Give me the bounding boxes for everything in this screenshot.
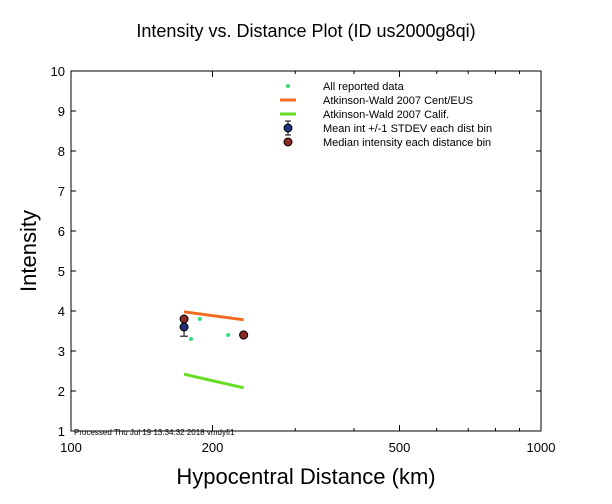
mean-intensity-marker	[179, 322, 189, 332]
y-tick-label: 7	[58, 184, 65, 199]
y-tick-label: 3	[58, 344, 65, 359]
median-intensity-marker	[239, 330, 249, 340]
legend-label: Atkinson-Wald 2007 Cent/EUS	[323, 95, 473, 107]
x-tick-label: 100	[60, 440, 82, 455]
legend-label: Median intensity each distance bin	[323, 137, 491, 149]
chart-title: Intensity vs. Distance Plot (ID us2000g8…	[136, 21, 475, 41]
legend-symbol-reported-data	[286, 84, 290, 88]
processed-footer: Processed Thu Jul 19 13:34:32 2018 vmdyf…	[74, 428, 235, 437]
legend-label: Mean int +/-1 STDEV each dist bin	[323, 123, 492, 135]
reported-data-point	[226, 333, 231, 337]
y-tick-label: 9	[58, 104, 65, 119]
x-axis-label: Hypocentral Distance (km)	[176, 464, 435, 489]
plot-frame	[70, 70, 542, 432]
x-tick-label: 500	[389, 440, 411, 455]
y-tick-label: 5	[58, 264, 65, 279]
reported-data-point	[197, 317, 202, 321]
legend-symbol-mean	[283, 123, 293, 133]
y-axis-label: Intensity	[16, 210, 41, 292]
y-tick-label: 2	[58, 384, 65, 399]
legend-symbol-median	[283, 137, 293, 147]
median-intensity-marker	[179, 314, 189, 324]
y-tick-label: 8	[58, 144, 65, 159]
legend-label: Atkinson-Wald 2007 Calif.	[323, 109, 449, 121]
model-line-1	[183, 310, 244, 322]
reported-data-point	[188, 337, 193, 341]
x-tick-label: 200	[202, 440, 224, 455]
y-tick-label: 10	[51, 64, 65, 79]
legend-label: All reported data	[323, 81, 405, 93]
y-tick-label: 6	[58, 224, 65, 239]
x-tick-label: 1000	[527, 440, 556, 455]
model-line-2	[183, 372, 244, 390]
y-tick-label: 4	[58, 304, 65, 319]
y-tick-label: 1	[58, 424, 65, 439]
